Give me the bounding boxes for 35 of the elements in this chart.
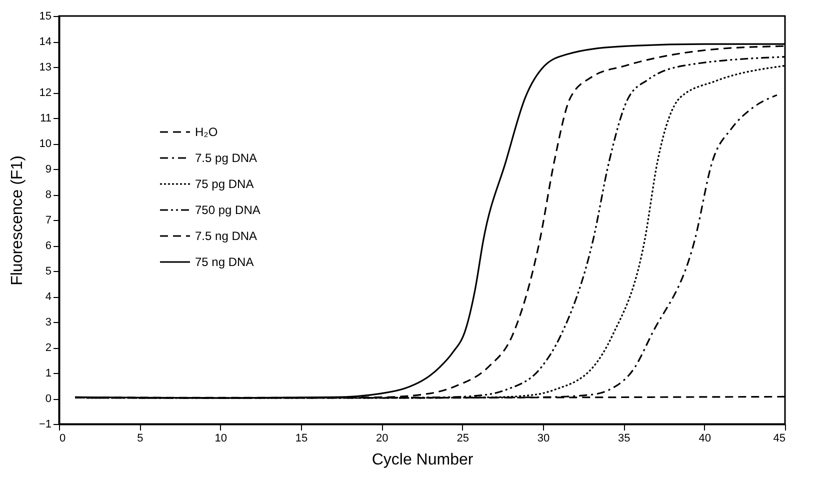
x-axis-title: Cycle Number: [372, 452, 474, 468]
x-tick-label: 40: [698, 432, 711, 444]
y-tick-label: 8: [45, 189, 52, 201]
x-tick-label: 25: [456, 432, 469, 444]
x-tick-label: 10: [214, 432, 227, 444]
x-tick-label: 35: [618, 432, 630, 444]
y-tick-label: 13: [39, 62, 52, 74]
y-tick-label: 7: [45, 214, 52, 226]
x-tick-label: 0: [60, 432, 66, 444]
y-axis-title: Fluorescence (F1): [8, 156, 26, 286]
legend-label: 7.5 ng DNA: [195, 229, 258, 243]
y-tick-label: 15: [39, 10, 52, 22]
y-tick-label: 1: [45, 368, 52, 380]
legend-label: 750 pg DNA: [195, 203, 260, 217]
x-tick-label: 15: [295, 432, 308, 444]
x-tick-label: 45: [773, 432, 786, 444]
y-tick-label: 12: [39, 87, 52, 99]
x-tick-label: 5: [137, 432, 144, 444]
legend-label: 75 ng DNA: [195, 255, 254, 269]
y-tick-label: 10: [39, 138, 52, 150]
legend-label: 7.5 pg DNA: [195, 151, 258, 165]
y-tick-label: 11: [40, 112, 52, 124]
y-tick-label: 5: [45, 266, 52, 278]
legend-label: 75 pg DNA: [195, 177, 254, 191]
y-tick-label: 14: [39, 36, 52, 48]
y-tick-label: 4: [45, 291, 52, 303]
legend-label: H₂O: [195, 125, 218, 139]
x-tick-label: 20: [376, 432, 388, 444]
y-tick-label: 9: [45, 164, 52, 176]
x-tick-label: 30: [537, 432, 550, 444]
y-tick-label: 6: [45, 240, 52, 252]
y-tick-label: 3: [45, 316, 52, 328]
y-tick-label: 0: [45, 393, 52, 405]
y-tick-label: −1: [38, 418, 52, 430]
y-tick-label: 2: [45, 342, 52, 354]
